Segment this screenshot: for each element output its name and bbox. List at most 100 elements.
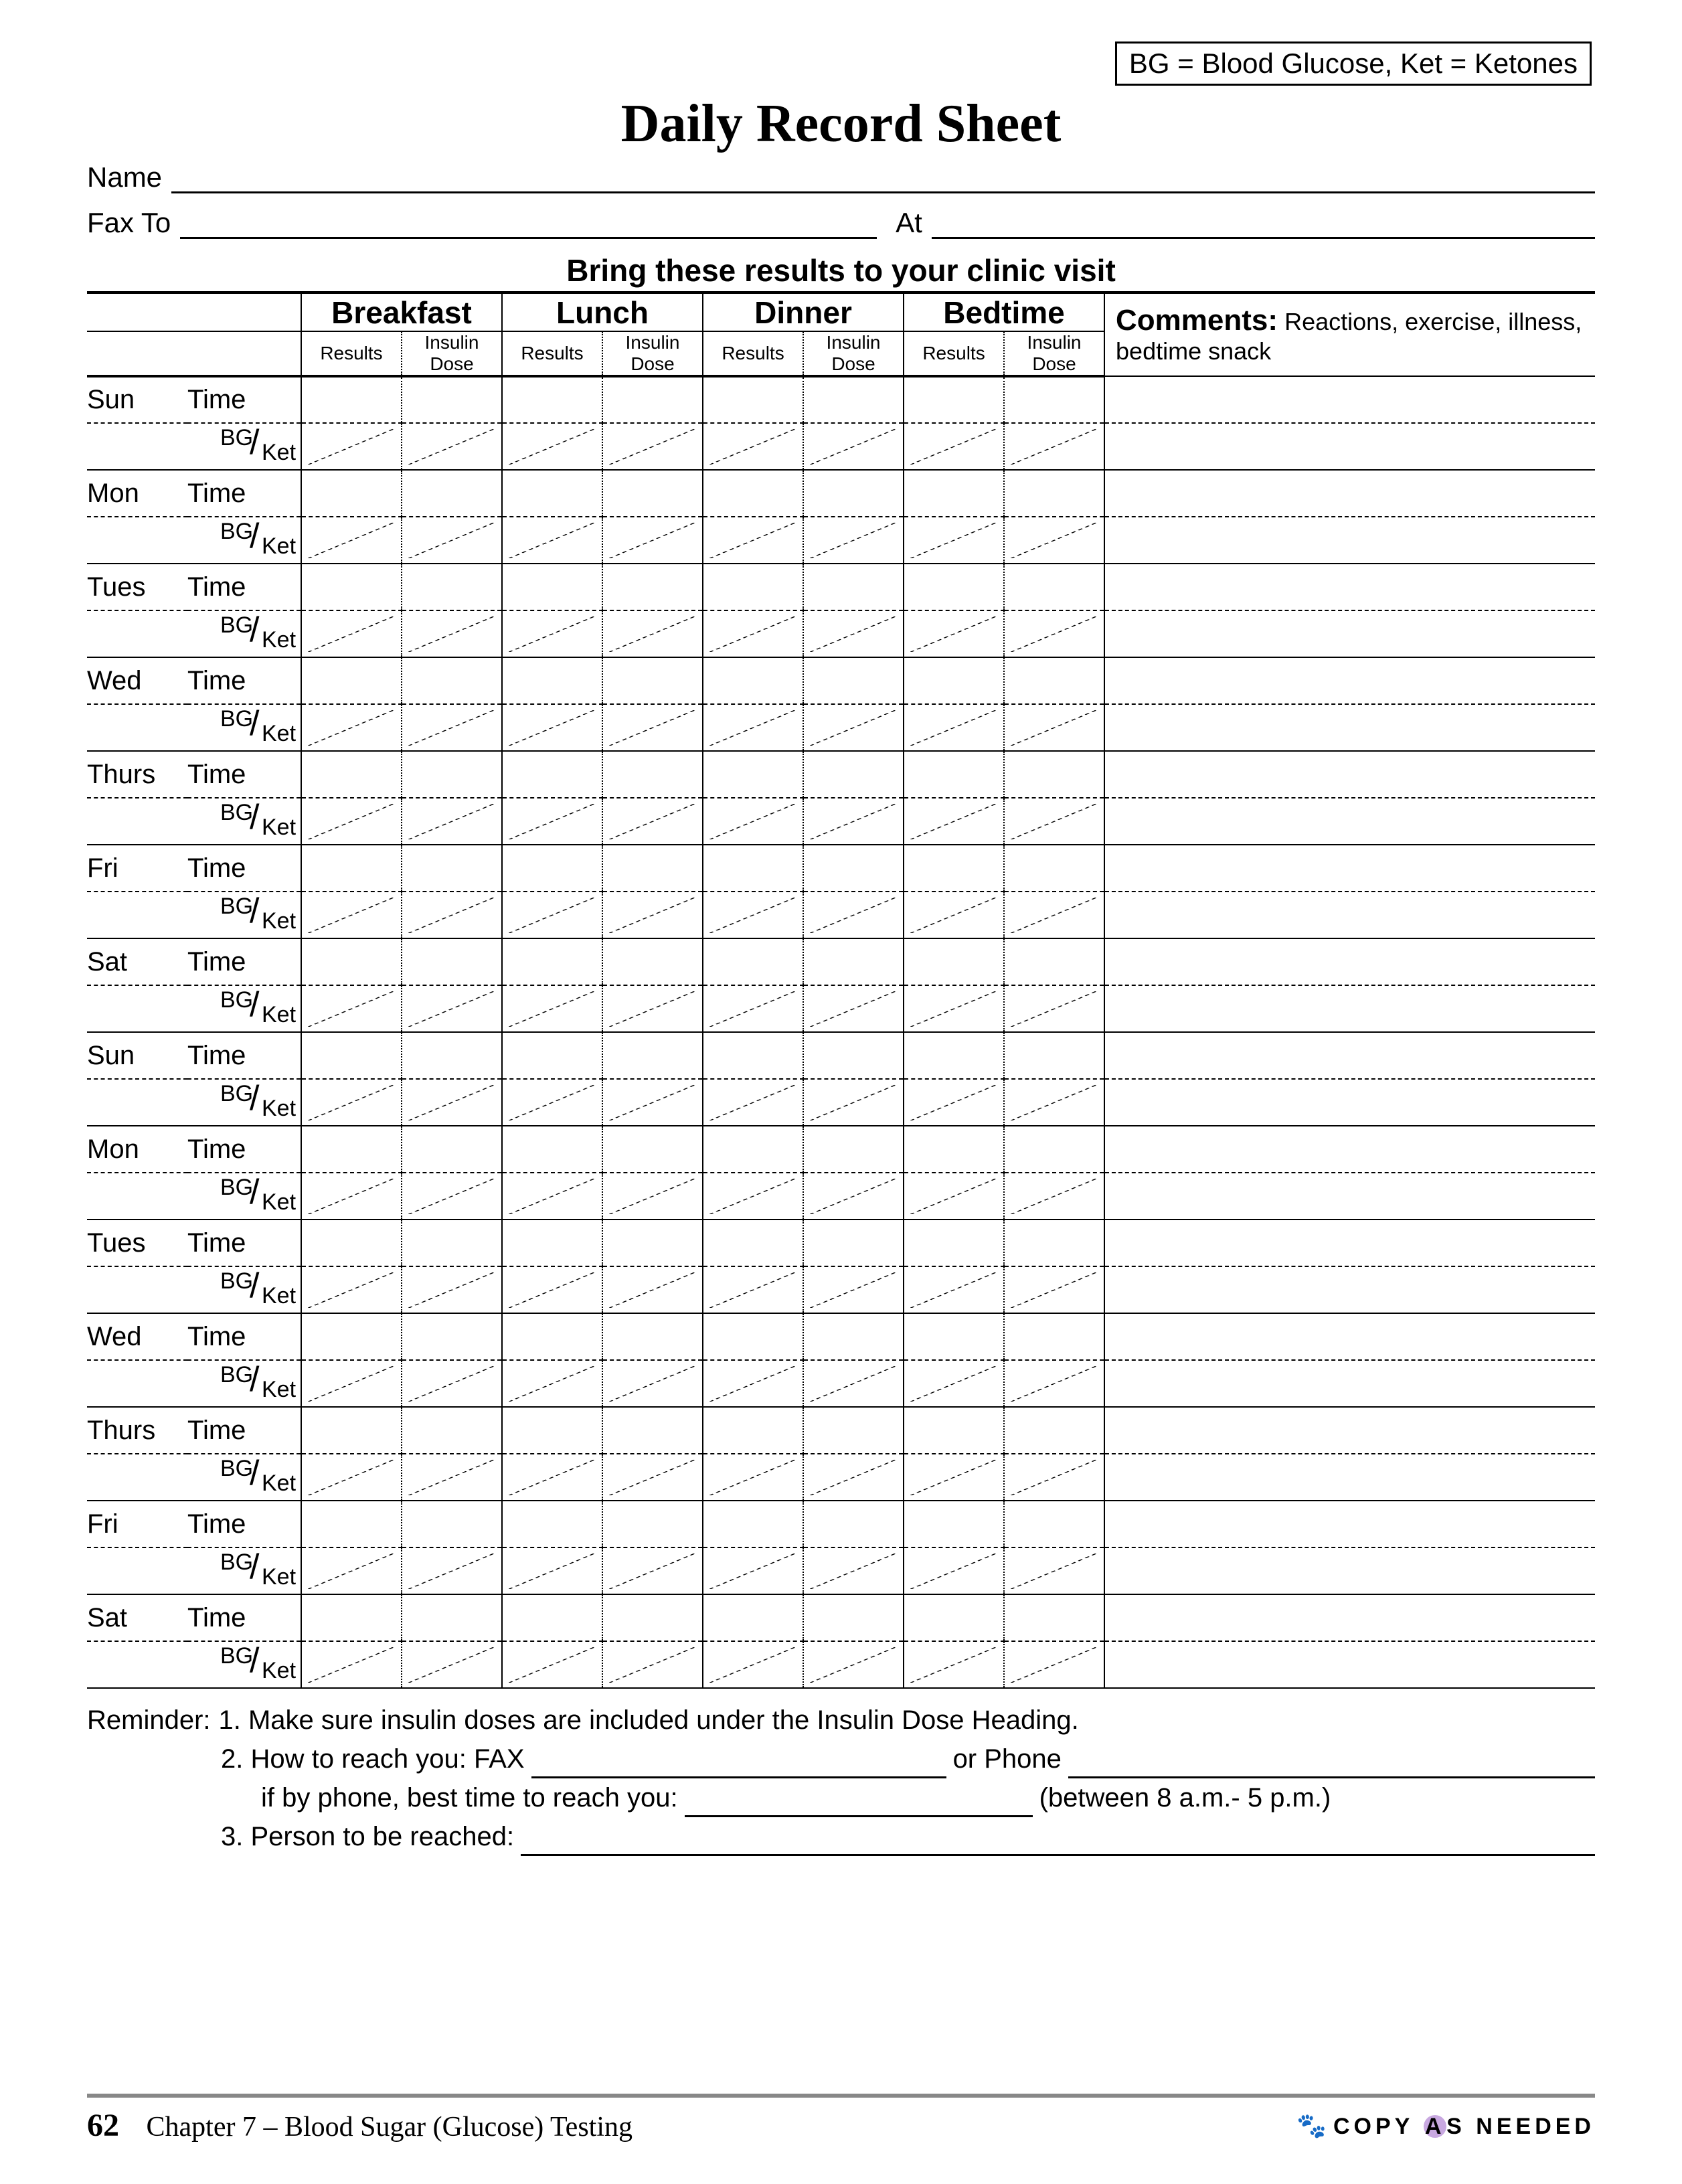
- comments-cell[interactable]: [1104, 1454, 1595, 1501]
- time-cell[interactable]: [803, 1313, 904, 1360]
- bgket-cell[interactable]: [402, 610, 502, 657]
- time-cell[interactable]: [502, 1126, 602, 1173]
- time-cell[interactable]: [502, 470, 602, 517]
- bgket-cell[interactable]: [803, 423, 904, 470]
- time-cell[interactable]: [1004, 564, 1104, 610]
- time-cell[interactable]: [602, 845, 703, 892]
- bgket-cell[interactable]: [502, 1079, 602, 1126]
- comments-cell[interactable]: [1104, 610, 1595, 657]
- time-cell[interactable]: [703, 1126, 803, 1173]
- time-cell[interactable]: [502, 657, 602, 704]
- bgket-cell[interactable]: [301, 892, 402, 938]
- bgket-cell[interactable]: [803, 610, 904, 657]
- time-cell[interactable]: [703, 938, 803, 985]
- bgket-cell[interactable]: [402, 1360, 502, 1407]
- bgket-cell[interactable]: [602, 1360, 703, 1407]
- bgket-cell[interactable]: [301, 1454, 402, 1501]
- bgket-cell[interactable]: [402, 704, 502, 751]
- bgket-cell[interactable]: [602, 704, 703, 751]
- time-cell[interactable]: [803, 1501, 904, 1547]
- at-input-line[interactable]: [932, 216, 1595, 239]
- bgket-cell[interactable]: [803, 798, 904, 845]
- time-cell[interactable]: [402, 1594, 502, 1641]
- time-cell[interactable]: [904, 1407, 1004, 1454]
- time-cell[interactable]: [904, 1594, 1004, 1641]
- comments-cell[interactable]: [1104, 517, 1595, 564]
- bgket-cell[interactable]: [803, 1173, 904, 1220]
- bgket-cell[interactable]: [803, 1360, 904, 1407]
- time-cell[interactable]: [703, 1407, 803, 1454]
- bgket-cell[interactable]: [1004, 1547, 1104, 1594]
- bgket-cell[interactable]: [602, 517, 703, 564]
- bgket-cell[interactable]: [1004, 798, 1104, 845]
- time-cell[interactable]: [904, 1313, 1004, 1360]
- comments-cell[interactable]: [1104, 1407, 1595, 1454]
- time-cell[interactable]: [803, 1594, 904, 1641]
- bgket-cell[interactable]: [1004, 610, 1104, 657]
- bgket-cell[interactable]: [904, 985, 1004, 1032]
- time-cell[interactable]: [402, 938, 502, 985]
- time-cell[interactable]: [904, 1032, 1004, 1079]
- bgket-cell[interactable]: [803, 1454, 904, 1501]
- time-cell[interactable]: [301, 845, 402, 892]
- bgket-cell[interactable]: [502, 798, 602, 845]
- bgket-cell[interactable]: [703, 610, 803, 657]
- bgket-cell[interactable]: [1004, 1266, 1104, 1313]
- time-cell[interactable]: [703, 1220, 803, 1266]
- bgket-cell[interactable]: [602, 892, 703, 938]
- time-cell[interactable]: [402, 657, 502, 704]
- time-cell[interactable]: [904, 376, 1004, 423]
- time-cell[interactable]: [402, 1407, 502, 1454]
- bgket-cell[interactable]: [904, 1266, 1004, 1313]
- time-cell[interactable]: [602, 1032, 703, 1079]
- time-cell[interactable]: [1004, 1032, 1104, 1079]
- time-cell[interactable]: [502, 564, 602, 610]
- bgket-cell[interactable]: [703, 517, 803, 564]
- time-cell[interactable]: [904, 938, 1004, 985]
- bgket-cell[interactable]: [803, 1079, 904, 1126]
- bgket-cell[interactable]: [502, 1641, 602, 1688]
- time-cell[interactable]: [703, 751, 803, 798]
- bgket-cell[interactable]: [301, 1547, 402, 1594]
- bgket-cell[interactable]: [904, 1547, 1004, 1594]
- time-cell[interactable]: [502, 1501, 602, 1547]
- bgket-cell[interactable]: [301, 798, 402, 845]
- bgket-cell[interactable]: [1004, 517, 1104, 564]
- time-cell[interactable]: [402, 376, 502, 423]
- bgket-cell[interactable]: [301, 1641, 402, 1688]
- time-cell[interactable]: [703, 470, 803, 517]
- comments-cell[interactable]: [1104, 1266, 1595, 1313]
- bgket-cell[interactable]: [301, 517, 402, 564]
- time-cell[interactable]: [602, 1126, 703, 1173]
- time-cell[interactable]: [402, 564, 502, 610]
- time-cell[interactable]: [703, 376, 803, 423]
- comments-cell[interactable]: [1104, 892, 1595, 938]
- time-cell[interactable]: [1004, 938, 1104, 985]
- bgket-cell[interactable]: [1004, 985, 1104, 1032]
- comments-cell[interactable]: [1104, 1032, 1595, 1079]
- time-cell[interactable]: [301, 376, 402, 423]
- comments-cell[interactable]: [1104, 1360, 1595, 1407]
- bgket-cell[interactable]: [1004, 892, 1104, 938]
- bgket-cell[interactable]: [602, 1547, 703, 1594]
- bgket-cell[interactable]: [502, 704, 602, 751]
- bgket-cell[interactable]: [904, 704, 1004, 751]
- bgket-cell[interactable]: [602, 610, 703, 657]
- bgket-cell[interactable]: [502, 1547, 602, 1594]
- time-cell[interactable]: [904, 470, 1004, 517]
- time-cell[interactable]: [803, 1126, 904, 1173]
- time-cell[interactable]: [703, 1594, 803, 1641]
- faxto-input-line[interactable]: [180, 216, 877, 239]
- time-cell[interactable]: [402, 470, 502, 517]
- time-cell[interactable]: [402, 751, 502, 798]
- time-cell[interactable]: [402, 1032, 502, 1079]
- bgket-cell[interactable]: [502, 985, 602, 1032]
- time-cell[interactable]: [1004, 1220, 1104, 1266]
- time-cell[interactable]: [602, 376, 703, 423]
- time-cell[interactable]: [703, 1032, 803, 1079]
- name-input-line[interactable]: [171, 171, 1595, 193]
- bgket-cell[interactable]: [803, 704, 904, 751]
- comments-cell[interactable]: [1104, 1313, 1595, 1360]
- bgket-cell[interactable]: [904, 798, 1004, 845]
- time-cell[interactable]: [803, 938, 904, 985]
